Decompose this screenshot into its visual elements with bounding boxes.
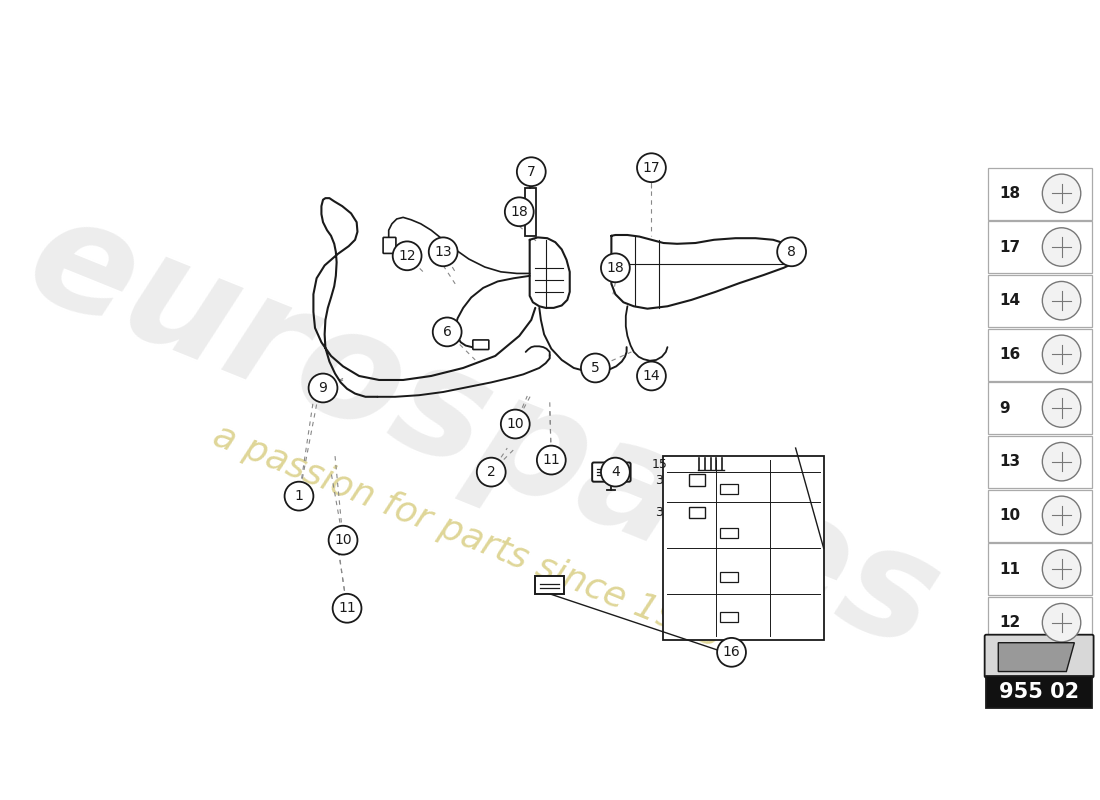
Text: 11: 11: [542, 453, 560, 467]
FancyBboxPatch shape: [988, 275, 1092, 327]
Circle shape: [778, 238, 806, 266]
FancyBboxPatch shape: [720, 612, 738, 622]
Circle shape: [1043, 442, 1081, 481]
Text: eurospares: eurospares: [8, 182, 959, 682]
Circle shape: [500, 410, 530, 438]
Circle shape: [601, 458, 630, 486]
Text: 16: 16: [723, 646, 740, 659]
Circle shape: [329, 526, 358, 554]
Circle shape: [637, 154, 666, 182]
Text: 6: 6: [442, 325, 452, 339]
Text: 18: 18: [999, 186, 1020, 201]
Circle shape: [581, 354, 609, 382]
Circle shape: [1043, 496, 1081, 534]
FancyBboxPatch shape: [988, 436, 1092, 488]
Circle shape: [1043, 389, 1081, 427]
FancyBboxPatch shape: [988, 222, 1092, 274]
Circle shape: [1043, 228, 1081, 266]
Circle shape: [1043, 282, 1081, 320]
Text: 17: 17: [999, 239, 1020, 254]
FancyBboxPatch shape: [987, 676, 1092, 708]
Text: a passion for parts since 1985: a passion for parts since 1985: [208, 418, 727, 654]
Text: 18: 18: [510, 205, 528, 218]
Circle shape: [309, 374, 338, 402]
Text: 15: 15: [651, 458, 668, 470]
Text: 9: 9: [319, 381, 328, 395]
Text: 12: 12: [398, 249, 416, 263]
Circle shape: [717, 638, 746, 666]
Circle shape: [432, 318, 462, 346]
Text: 2: 2: [487, 465, 496, 479]
Text: 7: 7: [527, 165, 536, 178]
FancyBboxPatch shape: [988, 168, 1092, 220]
Text: 1: 1: [295, 489, 304, 503]
FancyBboxPatch shape: [720, 484, 738, 494]
Text: 13: 13: [999, 454, 1020, 469]
FancyBboxPatch shape: [592, 462, 630, 482]
Text: 9: 9: [999, 401, 1010, 415]
Text: 10: 10: [506, 417, 524, 431]
Text: 5: 5: [591, 361, 600, 375]
Circle shape: [1043, 174, 1081, 213]
Text: 10: 10: [334, 533, 352, 547]
Circle shape: [517, 158, 546, 186]
FancyBboxPatch shape: [988, 490, 1092, 542]
FancyBboxPatch shape: [689, 474, 705, 486]
Circle shape: [1043, 335, 1081, 374]
Circle shape: [476, 458, 506, 486]
Circle shape: [285, 482, 314, 510]
Circle shape: [637, 362, 666, 390]
Text: 11: 11: [999, 562, 1020, 577]
FancyBboxPatch shape: [720, 528, 738, 538]
FancyBboxPatch shape: [663, 456, 824, 640]
Circle shape: [332, 594, 362, 622]
Text: 16: 16: [999, 347, 1021, 362]
Text: 3: 3: [656, 474, 663, 486]
Circle shape: [1043, 603, 1081, 642]
Polygon shape: [999, 642, 1075, 671]
FancyBboxPatch shape: [720, 572, 738, 582]
Text: 18: 18: [606, 261, 625, 275]
Text: 17: 17: [642, 161, 660, 174]
FancyBboxPatch shape: [525, 188, 536, 236]
FancyBboxPatch shape: [988, 543, 1092, 595]
Circle shape: [393, 242, 421, 270]
Circle shape: [1043, 550, 1081, 588]
FancyBboxPatch shape: [984, 634, 1093, 678]
Text: 14: 14: [999, 293, 1020, 308]
Text: 4: 4: [610, 465, 619, 479]
FancyBboxPatch shape: [988, 329, 1092, 381]
Circle shape: [537, 446, 565, 474]
Text: 11: 11: [338, 602, 356, 615]
Circle shape: [601, 254, 630, 282]
Text: 3: 3: [656, 506, 663, 518]
FancyBboxPatch shape: [988, 597, 1092, 649]
Circle shape: [429, 238, 458, 266]
FancyBboxPatch shape: [536, 576, 564, 594]
FancyBboxPatch shape: [383, 238, 396, 254]
Circle shape: [505, 198, 534, 226]
Text: 14: 14: [642, 369, 660, 383]
Text: 955 02: 955 02: [999, 682, 1079, 702]
FancyBboxPatch shape: [988, 382, 1092, 434]
FancyBboxPatch shape: [689, 506, 705, 518]
Text: 12: 12: [999, 615, 1021, 630]
Text: 8: 8: [788, 245, 796, 259]
Text: 10: 10: [999, 508, 1020, 523]
Text: 13: 13: [434, 245, 452, 259]
FancyBboxPatch shape: [473, 340, 488, 350]
